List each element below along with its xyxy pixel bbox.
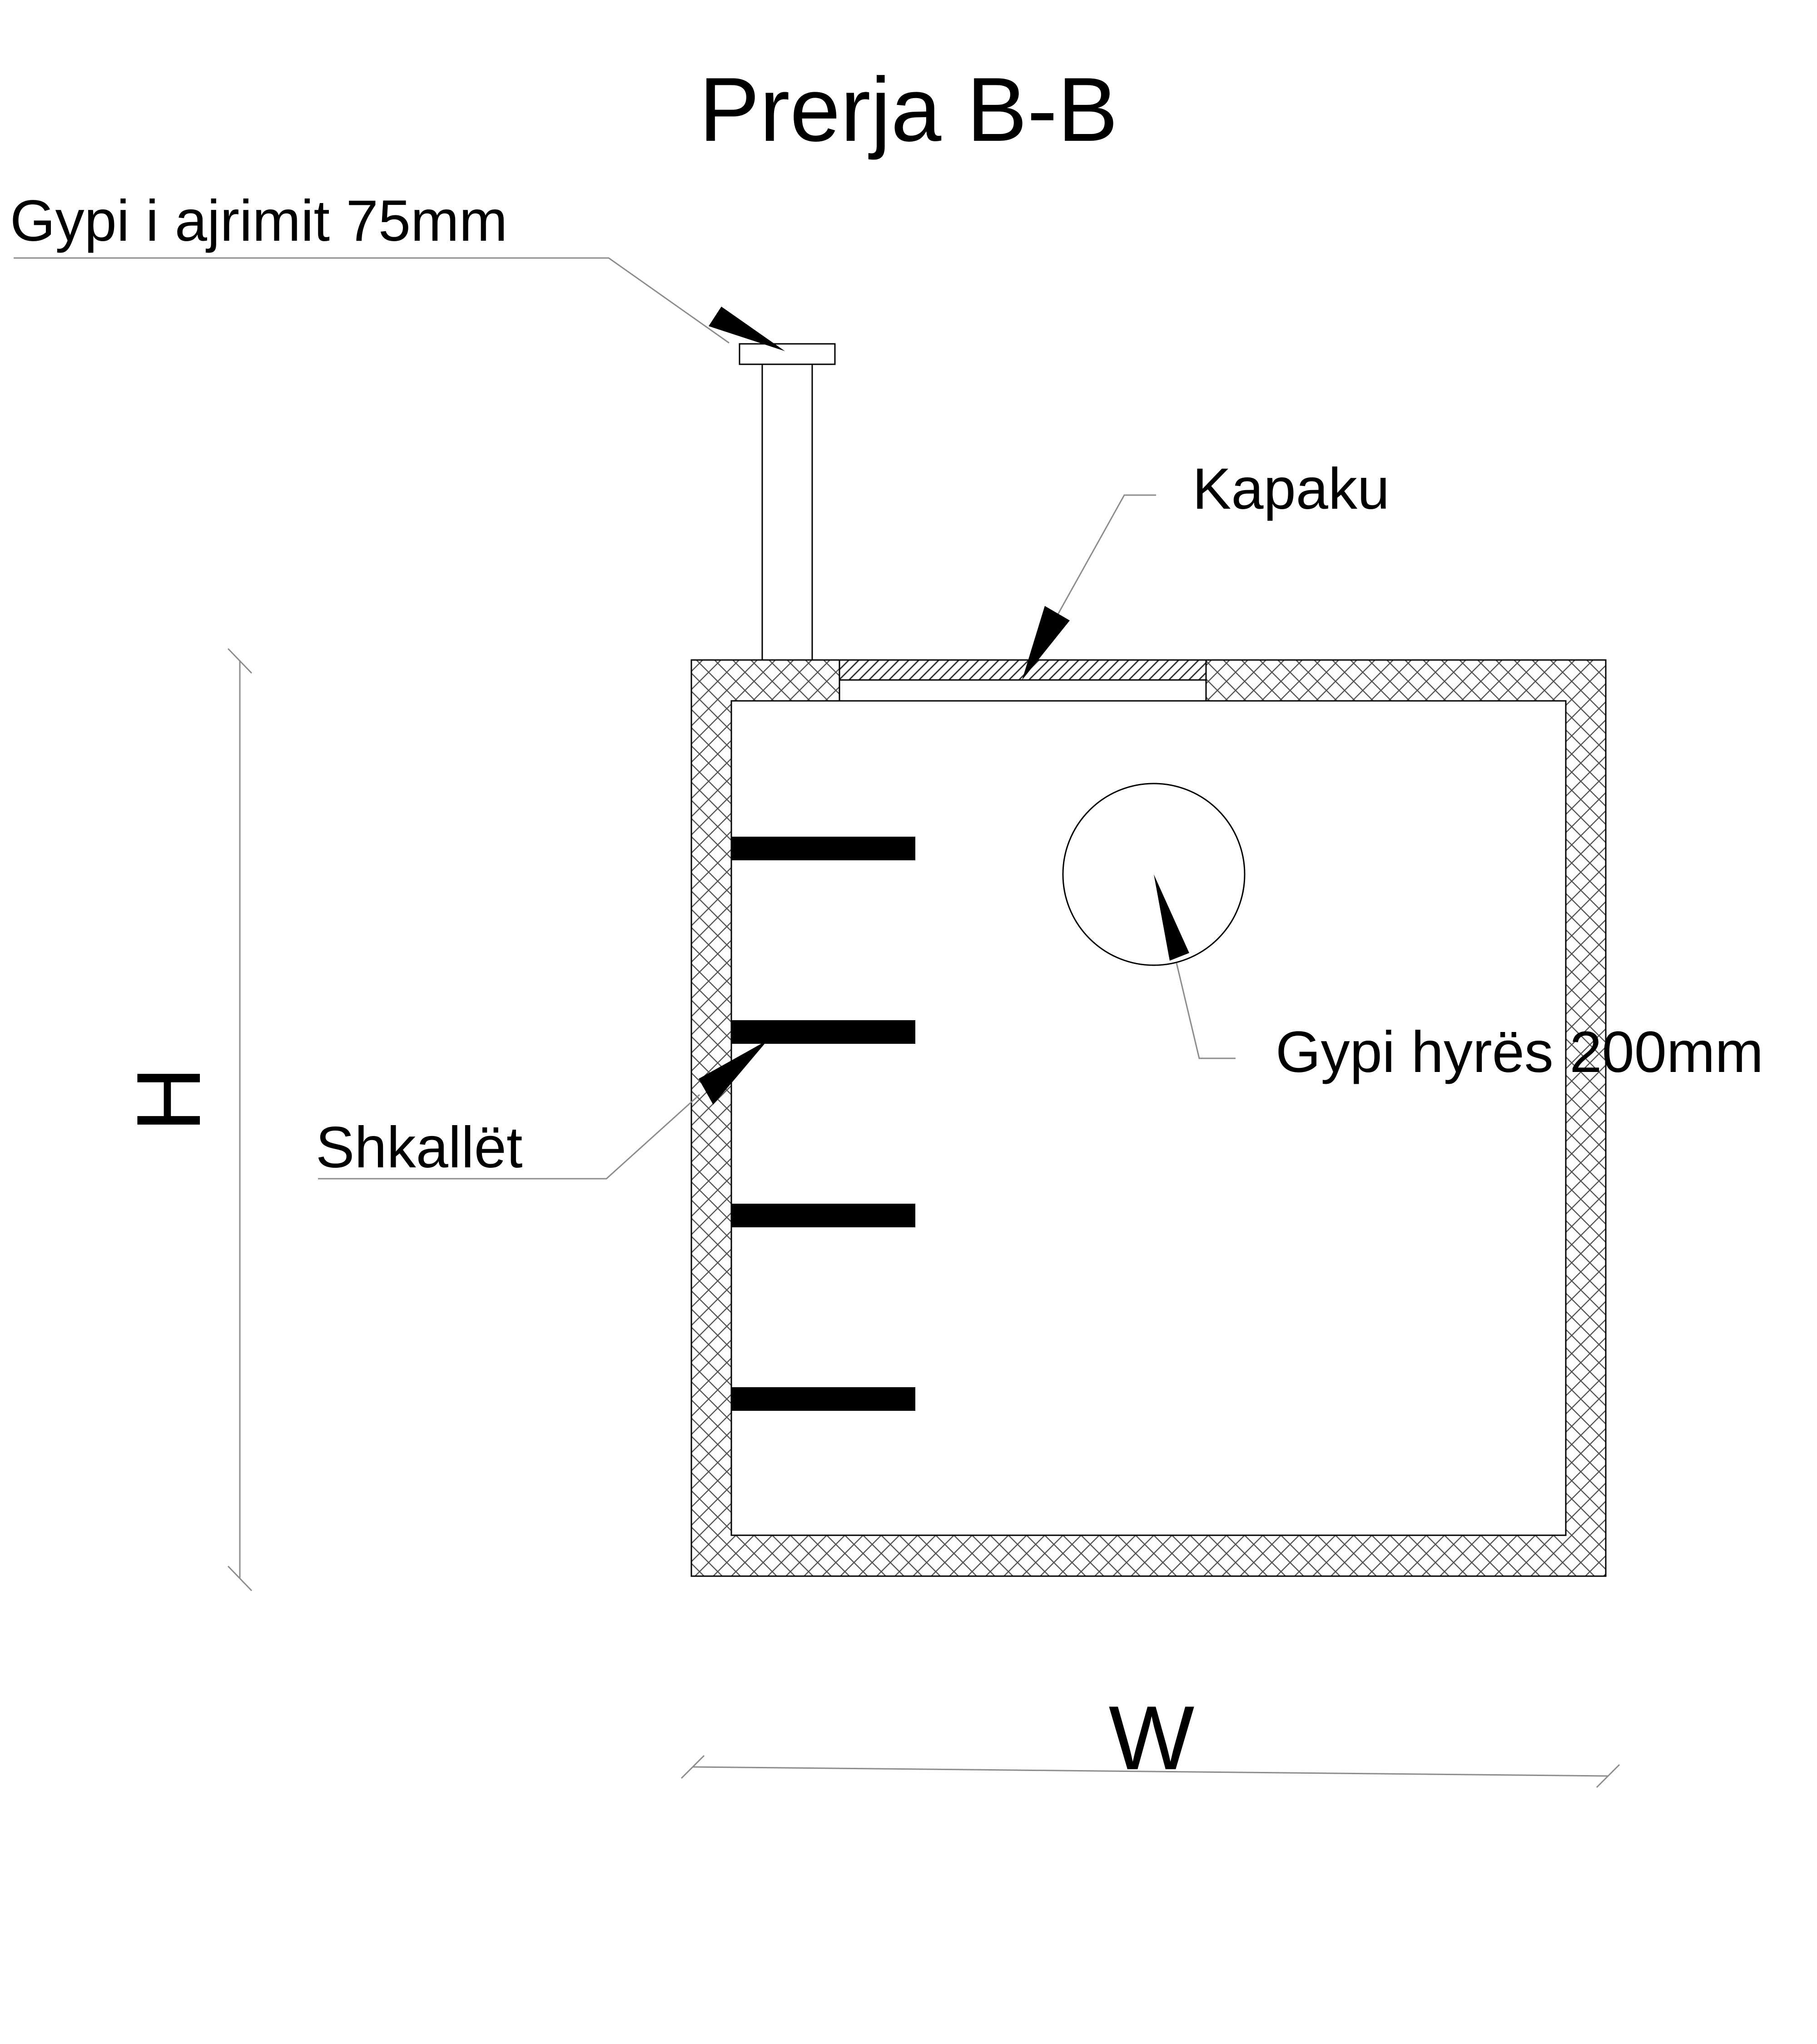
vent-pipe-leader [14, 257, 785, 351]
ladder-rung [731, 837, 915, 860]
ladder-label: Shkallët [316, 1115, 522, 1180]
cover-leader [1022, 494, 1156, 680]
height-dimension [227, 648, 253, 1592]
ladder-leader [318, 1040, 768, 1180]
section-title: Prerja B-B [699, 59, 1118, 160]
width-dimension-label: W [1109, 1687, 1195, 1789]
inlet-pipe-leader [1154, 874, 1236, 1059]
inlet-pipe-circle [1062, 783, 1246, 966]
ladder [731, 837, 915, 1411]
ladder-rung [731, 1387, 915, 1411]
ladder-rung [731, 1204, 915, 1227]
ladder-rung [731, 1020, 915, 1044]
cover-label: Kapaku [1192, 456, 1390, 521]
vent-pipe-label: Gypi i ajrimit 75mm [10, 189, 507, 253]
vent-pipe [739, 343, 836, 661]
cover-slab [839, 659, 1207, 681]
inlet-pipe-label: Gypi hyrës 200mm [1276, 1020, 1763, 1085]
height-dimension-label: H [118, 1067, 219, 1132]
chamber-wall [690, 659, 1607, 1577]
width-dimension [680, 1755, 1620, 1788]
